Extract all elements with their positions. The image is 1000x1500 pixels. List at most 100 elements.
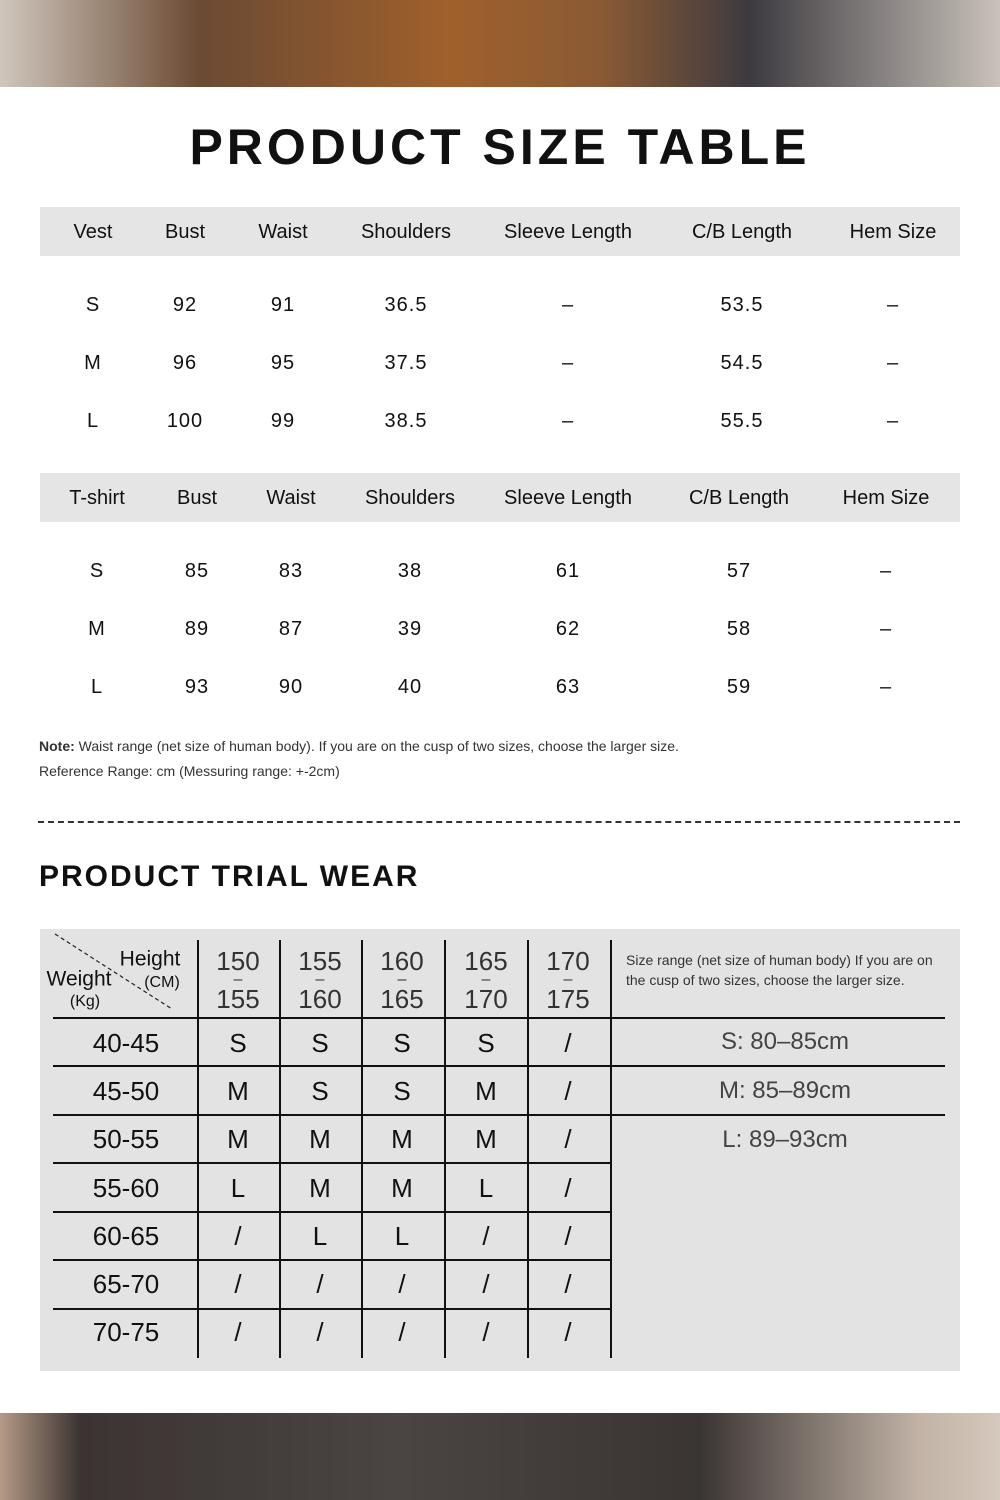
vest-cell: 92: [172, 294, 198, 316]
vest-cell: 95: [270, 352, 296, 374]
size-cell: /: [564, 1028, 572, 1058]
size-cell: /: [316, 1317, 324, 1348]
vest-cell: –: [561, 352, 575, 374]
vest-cell: 96: [172, 352, 198, 374]
tshirt-header-cell: Hem Size: [842, 487, 930, 509]
vest-cell: –: [561, 294, 575, 316]
vest-cell: –: [886, 410, 900, 432]
vest-header-cell: Hem Size: [849, 221, 937, 243]
grid-line: [527, 940, 529, 1358]
grid-line: [53, 1065, 945, 1067]
size-cell: /: [564, 1172, 572, 1203]
grid-line: [53, 1162, 610, 1164]
corner-height: Height: [119, 947, 181, 971]
grid-line: [197, 940, 199, 1358]
vest-header-cell: C/B Length: [691, 221, 793, 243]
tshirt-cell: 93: [184, 676, 210, 698]
note-text: Waist range (net size of human body). If…: [74, 738, 679, 754]
size-cell: /: [234, 1269, 242, 1299]
trial-table: [40, 929, 960, 1371]
weight-label: 55-60: [92, 1172, 160, 1203]
size-cell: L: [394, 1220, 410, 1251]
tshirt-header-cell: Sleeve Length: [504, 487, 632, 509]
vest-header-cell: Shoulders: [360, 221, 452, 243]
size-cell: S: [229, 1028, 247, 1058]
corner-kg: (Kg): [69, 993, 101, 1010]
tshirt-cell: –: [879, 618, 893, 640]
vest-cell: 37.5: [384, 352, 428, 374]
tshirt-cell: 59: [726, 676, 752, 698]
size-cell: /: [398, 1317, 406, 1348]
tshirt-cell: 87: [278, 618, 304, 640]
reference-range: Reference Range: cm (Messuring range: +-…: [39, 763, 340, 779]
height-dash: –: [481, 975, 491, 985]
size-cell: /: [564, 1220, 572, 1251]
grid-line: [444, 940, 446, 1358]
size-cell: M: [391, 1124, 413, 1155]
size-cell: /: [234, 1317, 242, 1348]
grid-line: [53, 1259, 610, 1261]
vest-header-cell: Bust: [164, 221, 206, 243]
grid-line: [53, 1017, 945, 1019]
height-to: 175: [546, 984, 590, 1014]
tshirt-header-bar: [40, 473, 960, 522]
tshirt-cell: –: [879, 560, 893, 582]
weight-label: 45-50: [92, 1076, 160, 1107]
tshirt-header-cell: Waist: [266, 487, 316, 509]
weight-label: 50-55: [92, 1124, 160, 1155]
tshirt-header-cell: T-shirt: [69, 487, 125, 509]
height-to: 160: [298, 984, 342, 1014]
size-cell: /: [398, 1269, 406, 1299]
grid-line: [53, 1114, 945, 1116]
model-photo-bottom: [0, 1413, 1000, 1500]
size-range: M: 85–89cm: [718, 1077, 852, 1104]
size-cell: M: [391, 1172, 413, 1203]
tshirt-cell: M: [88, 618, 106, 640]
size-cell: M: [227, 1076, 249, 1107]
tshirt-header-cell: Shoulders: [364, 487, 456, 509]
vest-cell: 99: [270, 410, 296, 432]
vest-cell: –: [886, 352, 900, 374]
grid-line: [53, 1308, 610, 1310]
trial-title: PRODUCT TRIAL WEAR: [39, 860, 420, 893]
height-dash: –: [397, 975, 407, 985]
size-cell: S: [311, 1028, 329, 1058]
size-cell: /: [482, 1317, 490, 1348]
tshirt-cell: 63: [555, 676, 581, 698]
page-title: PRODUCT SIZE TABLE: [189, 119, 811, 175]
vest-cell: M: [84, 352, 102, 374]
size-cell: L: [478, 1172, 494, 1203]
size-range: L: 89–93cm: [722, 1126, 848, 1153]
tshirt-cell: S: [89, 560, 105, 582]
corner-cm: (CM): [144, 974, 180, 991]
size-range-note: Size range (net size of human body) If y…: [626, 952, 933, 988]
size-cell: L: [230, 1172, 246, 1203]
tshirt-cell: –: [879, 676, 893, 698]
tshirt-cell: 90: [278, 676, 304, 698]
height-to: 165: [380, 984, 424, 1014]
tshirt-cell: 39: [397, 618, 423, 640]
tshirt-cell: L: [90, 676, 104, 698]
tshirt-header-cell: C/B Length: [688, 487, 790, 509]
weight-label: 40-45: [92, 1028, 160, 1058]
height-to: 170: [464, 984, 508, 1014]
vest-cell: S: [85, 294, 101, 316]
height-from: 150: [216, 946, 260, 976]
vest-header-cell: Waist: [258, 221, 308, 243]
height-dash: –: [315, 975, 325, 985]
vest-cell: 55.5: [720, 410, 764, 432]
size-cell: S: [393, 1076, 411, 1107]
grid-line: [361, 940, 363, 1358]
tshirt-cell: 57: [726, 560, 752, 582]
grid-line: [610, 940, 612, 1358]
grid-line: [279, 940, 281, 1358]
vest-cell: L: [86, 410, 100, 432]
vest-cell: 53.5: [720, 294, 764, 316]
vest-cell: 91: [270, 294, 296, 316]
vest-header-bar: [40, 207, 960, 256]
size-cell: L: [312, 1220, 328, 1251]
height-from: 170: [546, 946, 590, 976]
height-from: 155: [298, 946, 342, 976]
tshirt-cell: 62: [555, 618, 581, 640]
vest-cell: –: [886, 294, 900, 316]
